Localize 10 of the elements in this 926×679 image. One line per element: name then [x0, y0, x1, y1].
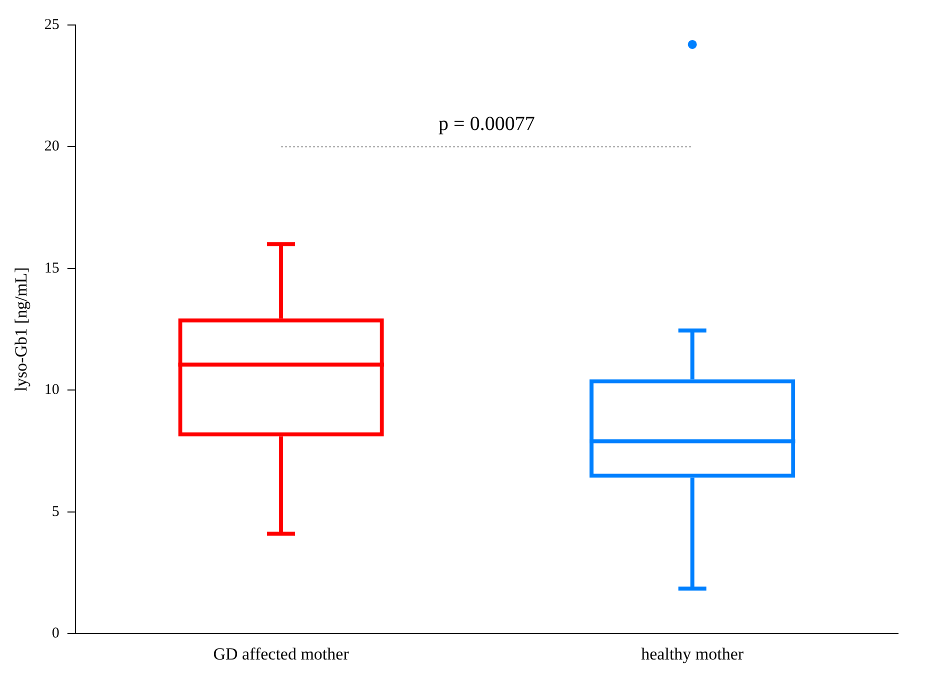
y-tick-label: 0: [52, 626, 60, 642]
y-tick-label: 25: [44, 16, 60, 33]
x-tick-label: healthy mother: [641, 644, 744, 664]
annotation: p = 0.00077: [438, 112, 535, 135]
y-tick-label: 15: [44, 260, 60, 276]
y-tick-label: 10: [44, 382, 60, 398]
y-tick-label: 5: [52, 504, 60, 520]
x-tick-label: GD affected mother: [213, 644, 350, 664]
y-axis-title: lyso-Gb1 [ng/mL]: [12, 267, 31, 392]
y-tick-label: 20: [44, 138, 60, 155]
